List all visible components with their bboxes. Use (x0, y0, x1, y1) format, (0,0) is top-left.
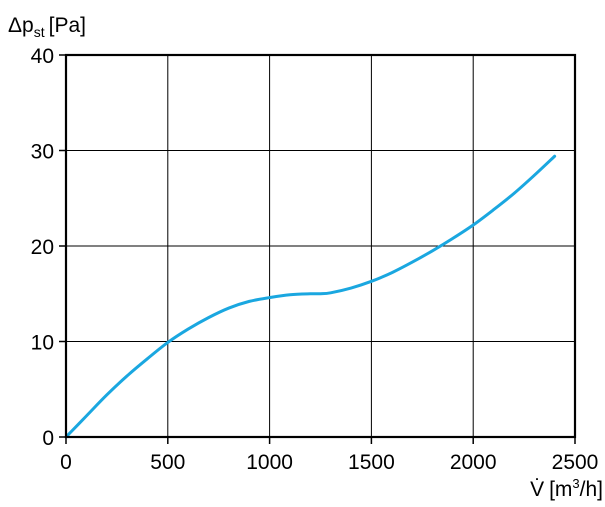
y-axis-unit: [Pa] (49, 14, 86, 37)
y-tick-label: 40 (31, 45, 54, 68)
ticks (59, 54, 576, 444)
y-axis-symbol: Δp (8, 14, 34, 37)
y-axis-subscript: st (34, 24, 45, 40)
x-tick-label: 500 (150, 451, 185, 474)
x-tick-label: 0 (60, 451, 72, 474)
x-axis-title: V̇ [m3/h] (530, 476, 603, 501)
x-tick-label: 1000 (246, 451, 293, 474)
x-axis-unit-superscript: 3 (572, 476, 579, 491)
x-tick-label: 2500 (552, 451, 599, 474)
tick-labels: 0 500 1000 1500 2000 2500 0 10 20 30 40 (31, 45, 599, 474)
y-tick-label: 10 (31, 332, 54, 355)
x-axis-unit-suffix: /h] (580, 478, 603, 501)
y-axis-title: Δpst [Pa] (8, 14, 86, 40)
series-line (64, 154, 557, 439)
y-tick-label: 20 (31, 236, 54, 259)
x-tick-label: 2000 (450, 451, 497, 474)
x-axis-unit-prefix: [m (549, 478, 572, 501)
y-tick-label: 30 (31, 141, 54, 164)
series-layer (64, 154, 557, 439)
x-tick-label: 1500 (348, 451, 395, 474)
grid (66, 55, 575, 437)
y-tick-label: 0 (42, 427, 54, 450)
x-axis-symbol: V̇ (530, 478, 544, 501)
